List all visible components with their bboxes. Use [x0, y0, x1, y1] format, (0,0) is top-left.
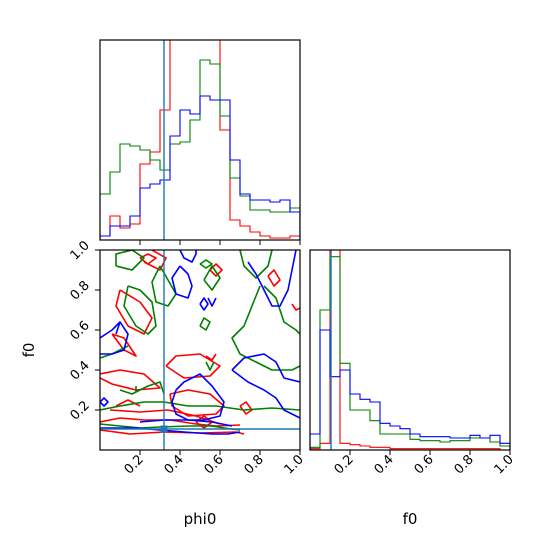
contour-line-blue [171, 373, 225, 421]
contour-line-green [119, 381, 165, 395]
contour-line-green [239, 250, 273, 279]
contour-line-green [199, 259, 213, 269]
contour-line-red [267, 269, 281, 287]
contour-line-blue [100, 397, 109, 407]
y-axis-label-f0: f0 [20, 343, 38, 358]
contour-line-red [115, 289, 153, 335]
contour-line-blue [115, 321, 121, 335]
contour-line-green [123, 285, 157, 335]
h2-series-group [310, 250, 510, 450]
truth-marker [160, 425, 168, 433]
contour-line-blue [247, 250, 297, 307]
contour-line-green [263, 285, 300, 335]
contour-line-blue [199, 297, 209, 311]
contour-line-red [109, 409, 221, 425]
contour-line-red [205, 353, 217, 361]
contour-lines-group [100, 250, 300, 435]
contour-line-green [100, 401, 300, 411]
phi0-histogram-frame [99, 39, 301, 241]
contour-line-blue [207, 297, 217, 307]
contour-line-green [231, 285, 300, 371]
contour-line-red [111, 333, 137, 357]
contour-line-blue [179, 250, 197, 263]
histogram-series-blue [100, 95, 300, 240]
contour-line-red [291, 303, 300, 311]
contour-line-green [203, 265, 221, 291]
x-axis-label-f0: f0 [403, 510, 418, 528]
contour-line-red [209, 263, 223, 277]
contour-line-blue [100, 427, 241, 435]
phi0-histogram-panel [99, 39, 301, 245]
contour-line-red [100, 369, 161, 391]
histogram-series-green [100, 59, 300, 240]
contour-line-green [115, 250, 145, 271]
histogram-series-blue [310, 329, 510, 450]
contour-line-green [205, 361, 215, 371]
contour-line-red [139, 253, 157, 265]
contour-line-green [100, 423, 241, 431]
contour-line-blue [100, 321, 129, 355]
x-axis-label-phi0: phi0 [184, 510, 217, 528]
contour-line-blue [231, 353, 300, 383]
f0-histogram-frame [309, 249, 511, 451]
contour-line-red [143, 250, 167, 271]
contour-line-green [151, 265, 177, 307]
h1-series-group [100, 40, 300, 240]
contour-line-green [199, 317, 211, 331]
contour-line-blue [171, 265, 193, 299]
contour-line-red [165, 353, 221, 379]
contour-panel-frame [99, 249, 301, 451]
contour-line-blue [231, 369, 300, 419]
